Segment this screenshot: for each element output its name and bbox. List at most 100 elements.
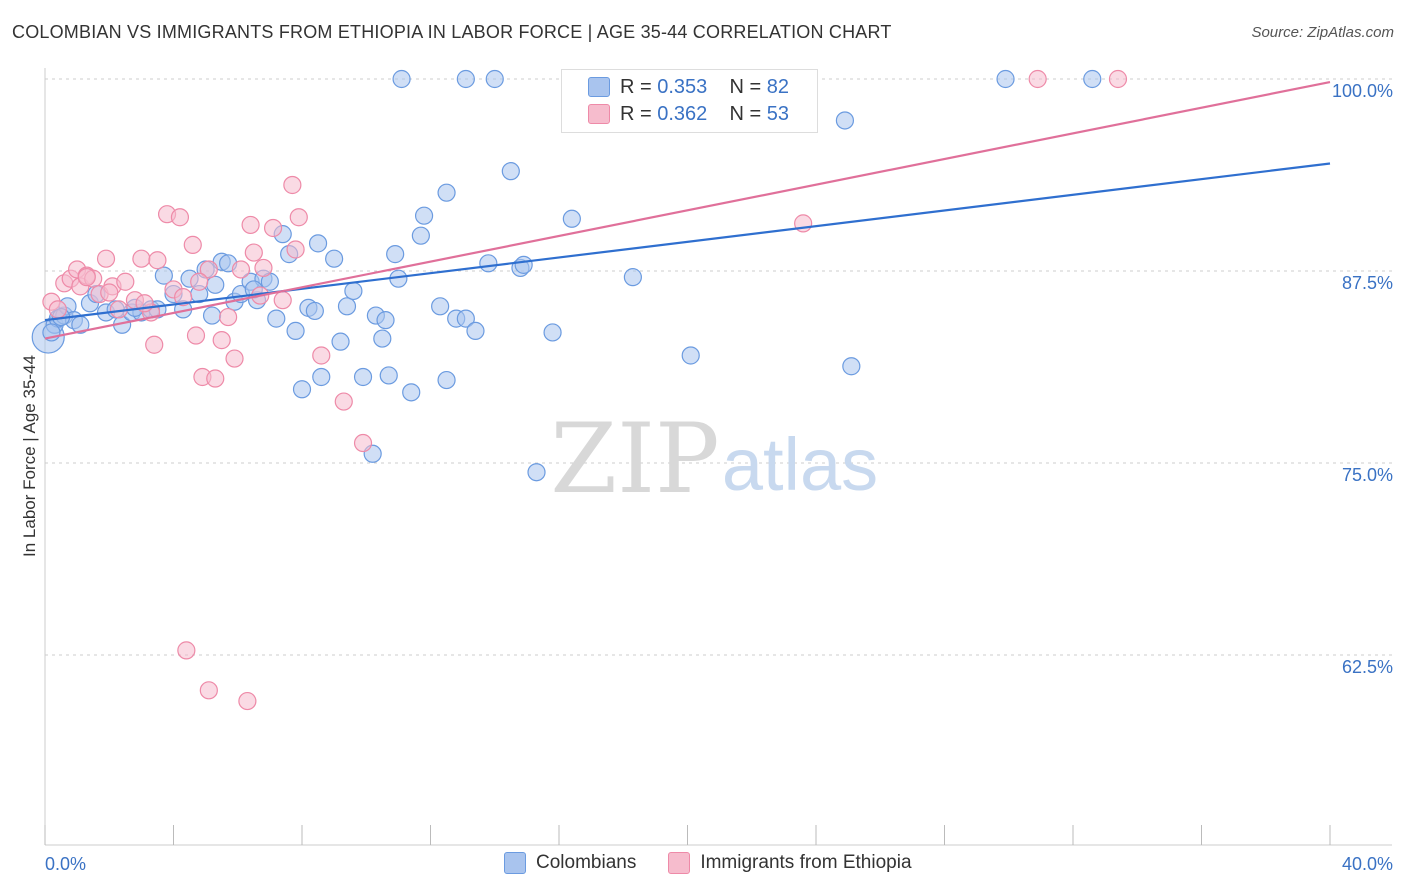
ethiopia-point	[231, 260, 251, 279]
ethiopia-point	[289, 208, 308, 227]
colombians-point	[325, 249, 344, 268]
colombians-point	[305, 301, 324, 321]
y-tick-label: 87.5%	[1342, 273, 1393, 293]
watermark-atlas: atlas	[722, 423, 878, 506]
ethiopia-point	[186, 326, 206, 345]
n-value: 53	[766, 102, 790, 125]
ethiopia-point	[170, 208, 190, 227]
colombians-point	[623, 268, 642, 287]
n-label: N =	[729, 75, 767, 98]
gridlines	[45, 78, 1392, 656]
r-label: R =	[620, 75, 658, 98]
ethiopia-point	[199, 260, 218, 279]
colombians-point	[501, 162, 520, 181]
colombians-point	[456, 69, 475, 89]
ethiopia-point	[353, 433, 373, 453]
colombians-point	[286, 321, 305, 341]
colombians-point	[292, 380, 312, 399]
ethiopia-point	[212, 331, 231, 350]
colombians-point	[842, 357, 861, 376]
colombians-point	[308, 234, 328, 253]
ethiopia-point	[225, 349, 244, 368]
x-tick-label-max: 40.0%	[1342, 854, 1393, 874]
series-legend: Colombians Immigrants from Ethiopia	[504, 852, 944, 874]
n-value: 82	[766, 75, 790, 98]
legend-item-ethiopia[interactable]: Immigrants from Ethiopia	[668, 852, 912, 874]
colombians-point	[485, 69, 504, 89]
y-tick-label: 62.5%	[1342, 657, 1393, 677]
colombians-point	[414, 206, 434, 225]
ethiopia-point	[244, 243, 263, 262]
colombians-point	[514, 255, 533, 274]
r-value: 0.362	[657, 102, 708, 125]
colombians-point	[206, 275, 225, 294]
ethiopia-point	[283, 175, 302, 195]
colombians-point	[437, 370, 456, 390]
y-tick-label: 75.0%	[1342, 465, 1393, 485]
ethiopia-point	[116, 272, 135, 291]
data-points	[31, 69, 1128, 711]
chart-title: COLOMBIAN VS IMMIGRANTS FROM ETHIOPIA IN…	[12, 22, 892, 42]
colombians-point	[437, 183, 456, 202]
ethiopia-point	[254, 258, 273, 278]
ethiopia-point	[77, 268, 96, 287]
tick-labels: 62.5% 75.0% 87.5% 100.0% 0.0% 40.0%	[45, 81, 1393, 874]
ethiopia-point	[100, 283, 119, 302]
colombians-point	[376, 311, 395, 330]
colombians-point	[479, 254, 498, 273]
colombians-point	[835, 111, 855, 130]
ethiopia-point	[148, 251, 167, 270]
ethiopia-point	[334, 392, 353, 411]
colombians-point	[344, 281, 363, 301]
colombians-point	[996, 69, 1015, 89]
ethiopia-legend-swatch	[668, 852, 691, 874]
source-label: Source: ZipAtlas.com	[1251, 24, 1394, 41]
colombians-point	[456, 309, 475, 328]
colombians-point	[543, 323, 562, 342]
ethiopia-point	[263, 218, 283, 238]
colombians-point	[431, 297, 450, 316]
r-value: 0.353	[657, 75, 708, 98]
ethiopia-point	[183, 235, 202, 254]
stats-legend: R = 0.353 N = 82 R = 0.362 N = 53	[561, 69, 818, 133]
colombians-swatch	[588, 77, 610, 97]
ethiopia-point	[286, 240, 305, 259]
ethiopia-point	[96, 249, 116, 268]
colombians-point	[379, 366, 398, 385]
ethiopia-point	[1108, 69, 1128, 89]
ethiopia-point	[206, 369, 225, 388]
legend-label-ethiopia: Immigrants from Ethiopia	[700, 852, 912, 873]
watermark: ZIP atlas	[550, 403, 878, 515]
colombians-point	[373, 329, 392, 348]
ethiopia-point	[241, 215, 260, 235]
ethiopia-point	[199, 681, 218, 700]
ethiopia-point	[177, 641, 196, 660]
ethiopia-point	[238, 691, 257, 711]
ethiopia-trend-line	[44, 80, 1331, 340]
legend-label-colombians: Colombians	[536, 852, 637, 873]
ethiopia-point	[145, 335, 164, 354]
colombians-point	[1083, 69, 1102, 89]
colombians-point	[681, 346, 700, 365]
colombians-legend-swatch	[504, 852, 526, 874]
ethiopia-point	[273, 291, 292, 310]
colombians-point	[312, 367, 331, 387]
colombians-trend-line	[44, 162, 1331, 322]
legend-item-colombians[interactable]: Colombians	[504, 852, 636, 874]
ethiopia-point	[1028, 69, 1047, 89]
colombians-point	[562, 209, 581, 228]
colombians-point	[353, 367, 373, 387]
colombians-point	[267, 309, 286, 328]
ethiopia-point	[174, 288, 193, 307]
colombians-point	[202, 306, 222, 325]
colombians-point	[402, 383, 421, 402]
r-label: R =	[620, 102, 658, 125]
n-label: N =	[729, 102, 767, 125]
ethiopia-point	[219, 307, 238, 327]
colombians-point	[331, 332, 350, 351]
colombians-point	[527, 463, 546, 482]
ethiopia-point	[190, 272, 209, 291]
ethiopia-point	[132, 249, 151, 268]
x-tick-label-min: 0.0%	[45, 854, 86, 874]
